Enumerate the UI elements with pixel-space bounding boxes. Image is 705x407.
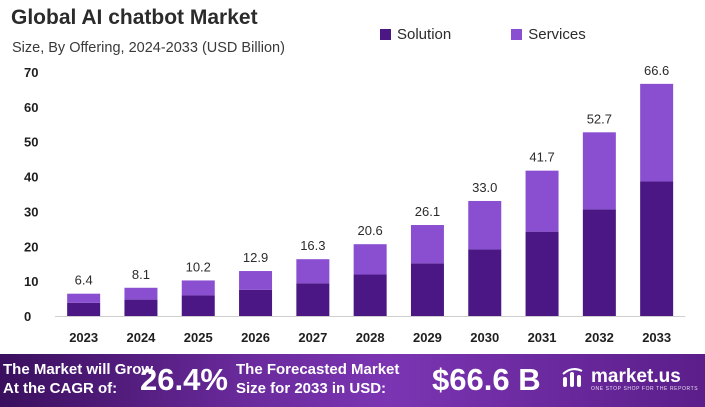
bar-solution-2025 (181, 295, 215, 316)
y-tick-label: 10 (24, 274, 38, 289)
bar-solution-2030 (468, 249, 502, 316)
y-tick-label: 30 (24, 204, 38, 219)
cagr-label-line1: The Market will Grow (3, 361, 154, 378)
bar-solution-2031 (525, 231, 559, 316)
bar-solution-2026 (239, 289, 273, 316)
x-tick-label: 2032 (585, 330, 614, 345)
legend-label-solution: Solution (397, 26, 452, 43)
x-tick-label: 2026 (241, 330, 270, 345)
data-label: 8.1 (132, 267, 150, 282)
logo-tagline: ONE STOP SHOP FOR THE REPORTS (591, 385, 699, 392)
logo-name: market.us (591, 365, 681, 387)
data-label: 12.9 (243, 250, 268, 265)
bar-solution-2033 (640, 181, 674, 316)
bar-solution-2028 (353, 274, 387, 316)
x-tick-label: 2027 (298, 330, 327, 345)
bar-services-2026 (239, 271, 273, 290)
legend-swatch-solution (380, 29, 391, 40)
y-tick-label: 70 (24, 65, 38, 80)
bar-solution-2027 (296, 283, 330, 316)
bar-services-2025 (181, 280, 215, 296)
y-tick-label: 40 (24, 170, 38, 185)
forecast-label: The Forecasted Market Size for 2033 in U… (236, 360, 399, 398)
x-tick-label: 2029 (413, 330, 442, 345)
x-tick-label: 2023 (69, 330, 98, 345)
y-tick-label: 20 (24, 239, 38, 254)
x-tick-label: 2024 (126, 330, 156, 345)
forecast-size-value: $66.6 B (432, 362, 541, 397)
data-label: 41.7 (529, 150, 554, 165)
legend: Solution Services (380, 26, 586, 43)
bar-services-2031 (525, 170, 559, 232)
bar-services-2028 (353, 244, 387, 275)
bar-services-2024 (124, 287, 158, 300)
x-tick-label: 2031 (528, 330, 557, 345)
y-tick-label: 50 (24, 135, 38, 150)
forecast-label-line1: The Forecasted Market (236, 361, 400, 378)
data-label: 66.6 (644, 63, 669, 78)
bar-solution-2024 (124, 299, 158, 316)
y-tick-label: 0 (24, 309, 31, 324)
legend-label-services: Services (528, 26, 586, 43)
y-tick-label: 60 (24, 100, 38, 115)
cagr-value: 26.4% (140, 362, 228, 397)
bar-services-2030 (468, 200, 502, 250)
data-label: 52.7 (587, 111, 612, 126)
legend-swatch-services (511, 29, 523, 40)
bar-services-2029 (410, 225, 444, 264)
bar-chart: 0102030405060706.420238.1202410.2202512.… (24, 63, 686, 345)
data-label: 33.0 (472, 180, 497, 195)
forecast-label-line2: Size for 2033 in USD: (236, 380, 387, 397)
x-tick-label: 2033 (642, 330, 671, 345)
cagr-label-line2: At the CAGR of: (3, 380, 118, 397)
bar-solution-2029 (410, 263, 444, 316)
legend-item-solution: Solution (380, 26, 451, 43)
bar-solution-2023 (67, 302, 101, 316)
chart-title: Global AI chatbot Market (11, 6, 258, 29)
summary-banner: The Market will Grow At the CAGR of: 26.… (0, 354, 705, 407)
chart-subtitle: Size, By Offering, 2024-2033 (USD Billio… (12, 40, 285, 56)
bar-solution-2032 (582, 209, 616, 316)
market-us-logo: market.us ONE STOP SHOP FOR THE REPORTS (560, 366, 698, 392)
legend-item-services: Services (511, 26, 586, 43)
bar-services-2023 (67, 293, 101, 303)
x-tick-label: 2028 (356, 330, 385, 345)
data-label: 6.4 (75, 273, 93, 288)
bar-services-2027 (296, 259, 330, 284)
x-tick-label: 2030 (470, 330, 499, 345)
cagr-label: The Market will Grow At the CAGR of: (3, 360, 153, 398)
data-label: 16.3 (300, 238, 325, 253)
bar-services-2032 (582, 132, 616, 210)
bar-services-2033 (640, 83, 674, 182)
data-label: 10.2 (186, 259, 211, 274)
data-label: 20.6 (357, 223, 382, 238)
x-tick-label: 2025 (184, 330, 213, 345)
data-label: 26.1 (415, 204, 440, 219)
market-us-logo-icon (562, 368, 583, 387)
